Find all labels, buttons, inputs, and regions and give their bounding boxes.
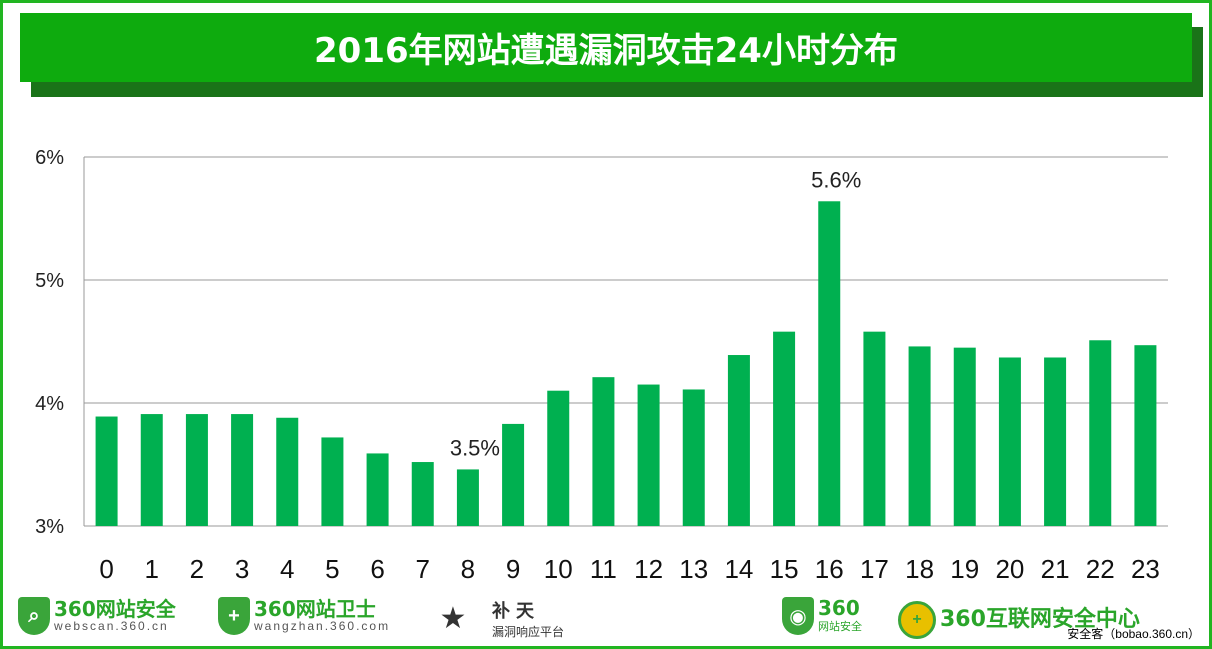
star-wings-icon: ★ <box>439 602 467 635</box>
bar <box>411 462 434 526</box>
footer-logos: ⌕ 360网站安全 webscan.360.cn + 360网站卫士 wangzha… <box>0 595 1212 645</box>
bar <box>727 355 750 526</box>
x-tick-label: 6 <box>370 554 384 584</box>
logo-360-center-name: 360互联网安全中心 <box>940 607 1140 632</box>
bar <box>863 331 886 526</box>
x-tick-label: 17 <box>860 554 889 584</box>
x-tick-label: 0 <box>99 554 113 584</box>
bar <box>773 331 796 526</box>
bar <box>140 414 163 526</box>
x-tick-label: 7 <box>416 554 430 584</box>
logo-webscan-url: webscan.360.cn <box>54 619 169 633</box>
logo-360-center: + 360互联网安全中心 <box>898 601 1140 639</box>
data-label: 5.6% <box>811 167 861 192</box>
x-tick-label: 5 <box>325 554 339 584</box>
logo-wangzhan-name: 360网站卫士 <box>254 597 376 621</box>
bar <box>1134 345 1157 526</box>
source-credit: 安全客（bobao.360.cn） <box>1067 627 1200 641</box>
x-tick-label: 19 <box>950 554 979 584</box>
logo-360-name: 360 <box>818 596 860 620</box>
bar <box>1044 357 1067 526</box>
x-tick-label: 12 <box>634 554 663 584</box>
x-tick-label: 21 <box>1041 554 1070 584</box>
bar <box>321 437 344 526</box>
bar <box>95 416 118 526</box>
x-tick-label: 13 <box>679 554 708 584</box>
x-tick-label: 2 <box>190 554 204 584</box>
logo-webscan: ⌕ 360网站安全 webscan.360.cn <box>18 597 176 635</box>
bar <box>276 417 299 526</box>
logo-butian-name: 补天 <box>492 601 540 621</box>
bar <box>1089 340 1112 526</box>
bar <box>908 346 931 526</box>
y-tick-label: 4% <box>35 393 64 415</box>
x-tick-label: 23 <box>1131 554 1160 584</box>
logo-wangzhan-url: wangzhan.360.com <box>254 619 391 633</box>
bar <box>953 347 976 526</box>
x-tick-label: 22 <box>1086 554 1115 584</box>
x-tick-label: 20 <box>995 554 1024 584</box>
x-tick-label: 4 <box>280 554 294 584</box>
y-tick-label: 6% <box>35 147 64 169</box>
shield-search-icon: ⌕ <box>18 597 50 635</box>
globe-shield-icon: ◉ <box>782 597 814 635</box>
y-tick-label: 5% <box>35 270 64 292</box>
bar <box>547 390 570 526</box>
laurel-plus-icon: + <box>898 601 936 639</box>
logo-360-sub: 网站安全 <box>818 621 862 633</box>
x-tick-label: 14 <box>724 554 753 584</box>
x-tick-label: 1 <box>145 554 159 584</box>
x-tick-label: 16 <box>815 554 844 584</box>
x-tick-label: 3 <box>235 554 249 584</box>
chart-title: 2016年网站遭遇漏洞攻击24小时分布 <box>314 31 898 71</box>
bar <box>456 469 479 526</box>
bar <box>682 389 705 526</box>
logo-360-site-security: ◉ 360 网站安全 <box>782 597 862 635</box>
x-tick-label: 18 <box>905 554 934 584</box>
y-tick-label: 3% <box>35 516 64 538</box>
x-tick-label: 9 <box>506 554 520 584</box>
bar <box>818 201 841 526</box>
logo-butian-sub: 漏洞响应平台 <box>492 625 565 639</box>
data-label: 3.5% <box>450 435 500 460</box>
x-tick-label: 10 <box>544 554 573 584</box>
logo-wangzhan: + 360网站卫士 wangzhan.360.com <box>218 597 390 635</box>
bar <box>592 377 615 526</box>
bar <box>502 423 525 526</box>
x-tick-label: 8 <box>461 554 475 584</box>
bar <box>366 453 389 526</box>
shield-plus-icon: + <box>218 597 250 635</box>
logo-butian: ★ 补天漏洞响应平台 <box>418 597 564 640</box>
x-tick-label: 11 <box>590 554 617 584</box>
bar <box>231 414 254 526</box>
x-tick-label: 15 <box>770 554 799 584</box>
logo-webscan-name: 360网站安全 <box>54 597 176 621</box>
bar <box>185 414 208 526</box>
bar <box>998 357 1021 526</box>
title-banner: 2016年网站遭遇漏洞攻击24小时分布 <box>20 13 1192 82</box>
bar <box>637 384 660 526</box>
